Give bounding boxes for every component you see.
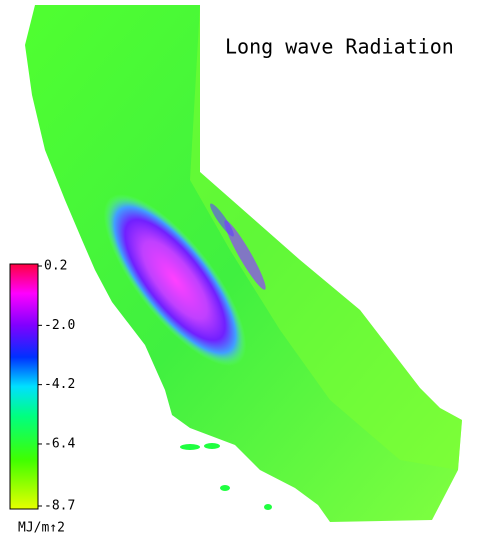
- colorbar-tick-label: -8.7: [44, 499, 75, 514]
- map-title: Long wave Radiation: [225, 35, 454, 59]
- california-map: [25, 5, 462, 522]
- colorbar: MJ/m↑2 0.2 -2.0 -4.2 -6.4 -8.7: [9, 259, 75, 536]
- colorbar-tick-label: -6.4: [44, 436, 75, 451]
- colorbar-unit: MJ/m↑2: [18, 521, 65, 536]
- colorbar-tick-label: -2.0: [44, 318, 75, 333]
- colorbar-ramp: [9, 263, 39, 510]
- colorbar-tick-label: -4.2: [44, 377, 75, 392]
- colorbar-tick-label: 0.2: [44, 259, 67, 274]
